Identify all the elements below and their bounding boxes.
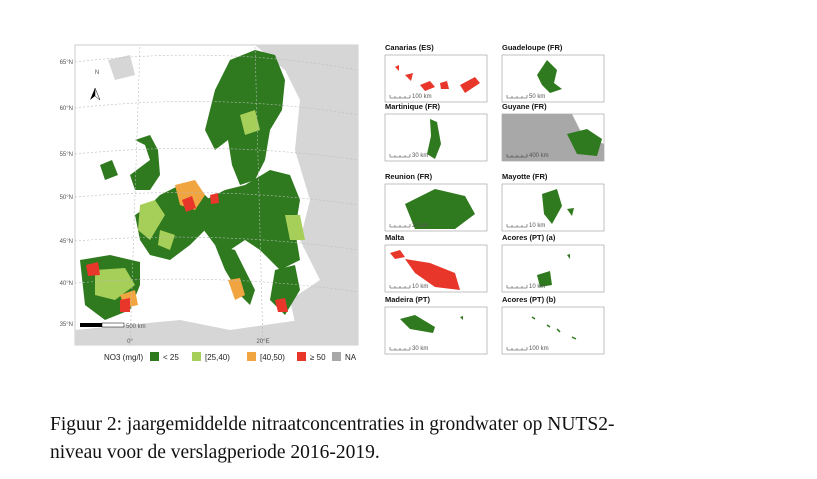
scale-bar: [389, 347, 411, 351]
inset-scale: 50 km: [529, 94, 545, 100]
inset-scale: 10 km: [529, 284, 545, 290]
legend-label: [40,50): [260, 353, 285, 362]
lon-label: 20°E: [256, 339, 269, 345]
inset-map: 10 km: [501, 244, 605, 293]
scale-bar: [389, 95, 411, 99]
island: [427, 119, 441, 159]
scale-bar: [506, 285, 528, 289]
inset-title: Acores (PT) (a): [502, 233, 556, 242]
island: [390, 250, 460, 290]
inset-scale: 20 km: [412, 223, 428, 229]
lat-label: 55°N: [60, 152, 73, 158]
island: [567, 129, 602, 156]
inset-frame: [501, 306, 605, 355]
inset-title: Madeira (PT): [385, 295, 431, 304]
island: [405, 189, 475, 229]
scale-label: 500 km: [126, 324, 146, 330]
legend-swatch: [192, 352, 201, 361]
inset-frame: [501, 244, 605, 293]
scale-bar: [101, 322, 125, 328]
inset-scale: 10 km: [412, 284, 428, 290]
legend-label: < 25: [163, 353, 179, 362]
inset-title: Guyane (FR): [502, 102, 547, 111]
inset-map: 400 km: [501, 113, 605, 162]
legend-swatch: [332, 352, 341, 361]
island: [531, 316, 577, 340]
scale-bar: [506, 95, 528, 99]
scale-bar: [80, 323, 102, 327]
inset-scale: 30 km: [412, 346, 428, 352]
north-arrow: [90, 87, 101, 101]
inset-map: 10 km: [501, 183, 605, 232]
inset-scale: 30 km: [412, 153, 428, 159]
legend-swatch: [150, 352, 159, 361]
scale-bar: [389, 224, 411, 228]
inset-title: Acores (PT) (b): [502, 295, 556, 304]
inset-title: Mayotte (FR): [502, 172, 548, 181]
inset-frame: [384, 306, 488, 355]
inset-title: Malta: [385, 233, 405, 242]
inset-map: 10 km: [384, 244, 488, 293]
lat-label: 35°N: [60, 322, 73, 328]
island: [537, 254, 570, 287]
inset-scale: 10 km: [529, 223, 545, 229]
inset-scale: 100 km: [412, 94, 432, 100]
caption-line: niveau voor de verslagperiode 2016-2019.: [50, 442, 380, 463]
inset-title: Reunion (FR): [385, 172, 433, 181]
legend-label: NA: [345, 353, 357, 362]
island: [537, 60, 562, 93]
scale-bar: [389, 285, 411, 289]
inset-title: Guadeloupe (FR): [502, 43, 563, 52]
legend-swatch: [297, 352, 306, 361]
lat-label: 50°N: [60, 195, 73, 201]
lat-label: 65°N: [60, 60, 73, 66]
lat-label: 45°N: [60, 239, 73, 245]
inset-title: Canarias (ES): [385, 43, 434, 52]
graticule: [74, 44, 359, 346]
lon-label: 0°: [127, 339, 133, 345]
legend-label: ≥ 50: [310, 353, 326, 362]
legend-title: NO3 (mg/l): [104, 353, 143, 362]
inset-map: 50 km: [501, 54, 605, 103]
legend-swatch: [247, 352, 256, 361]
island: [400, 315, 463, 333]
north-label: N: [95, 70, 99, 76]
nuts2-regions: [80, 50, 305, 320]
scale-bar: [506, 347, 528, 351]
scale-bar: [389, 154, 411, 158]
caption-line: Figuur 2: jaargemiddelde nitraatconcentr…: [50, 414, 615, 435]
inset-map: 20 km: [384, 183, 488, 232]
lat-label: 60°N: [60, 106, 73, 112]
inset-frame: [384, 54, 488, 103]
inset-map: 30 km: [384, 113, 488, 162]
scale-bar: [506, 224, 528, 228]
inset-map: 30 km: [384, 306, 488, 355]
inset-scale: 100 km: [529, 346, 549, 352]
inset-scale: 400 km: [529, 153, 549, 159]
inset-title: Martinique (FR): [385, 102, 440, 111]
legend-label: [25,40): [205, 353, 230, 362]
island: [542, 189, 574, 224]
scale-bar: [506, 154, 528, 158]
base-land: [75, 45, 358, 345]
lat-label: 40°N: [60, 281, 73, 287]
inset-map: 100 km: [501, 306, 605, 355]
inset-map: 100 km: [384, 54, 488, 103]
